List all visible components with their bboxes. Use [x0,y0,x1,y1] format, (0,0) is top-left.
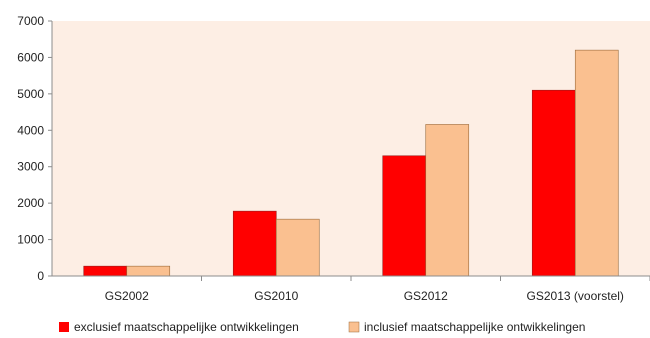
y-tick-label: 0 [37,269,44,283]
legend-swatch-exclusief [59,322,69,332]
legend-label-exclusief: exclusief maatschappelijke ontwikkelinge… [74,320,299,334]
x-category-label: GS2013 (voorstel) [527,289,624,303]
x-category-label: GS2012 [404,289,448,303]
y-tick-label: 5000 [17,87,44,101]
bar-inclusief-1 [275,218,320,277]
y-tick-label: 6000 [17,50,44,64]
bar-exclusief-1 [232,210,277,277]
y-tick-label: 4000 [17,123,44,137]
x-category-label: GS2002 [105,289,149,303]
y-tick-label: 3000 [17,160,44,174]
bar-inclusief-2 [425,124,470,277]
y-tick-label: 1000 [17,233,44,247]
legend-label-inclusief: inclusief maatschappelijke ontwikkelinge… [364,320,585,334]
bar-exclusief-2 [382,155,427,277]
y-tick-label: 7000 [17,14,44,28]
x-axis-category-labels: GS2002 GS2010 GS2012 GS2013 (voorstel) [105,289,624,303]
x-axis-ticks [201,276,650,281]
x-category-label: GS2010 [254,289,298,303]
bar-exclusief-0 [83,265,128,277]
y-axis-ticks: 0 1000 2000 3000 4000 5000 6000 7000 [17,14,52,283]
legend-swatch-inclusief [348,321,360,333]
bar-exclusief-3 [531,89,576,277]
bar-inclusief-0 [126,265,171,277]
legend: exclusief maatschappelijke ontwikkelinge… [59,320,585,334]
y-tick-label: 2000 [17,196,44,210]
bar-inclusief-3 [574,49,619,277]
